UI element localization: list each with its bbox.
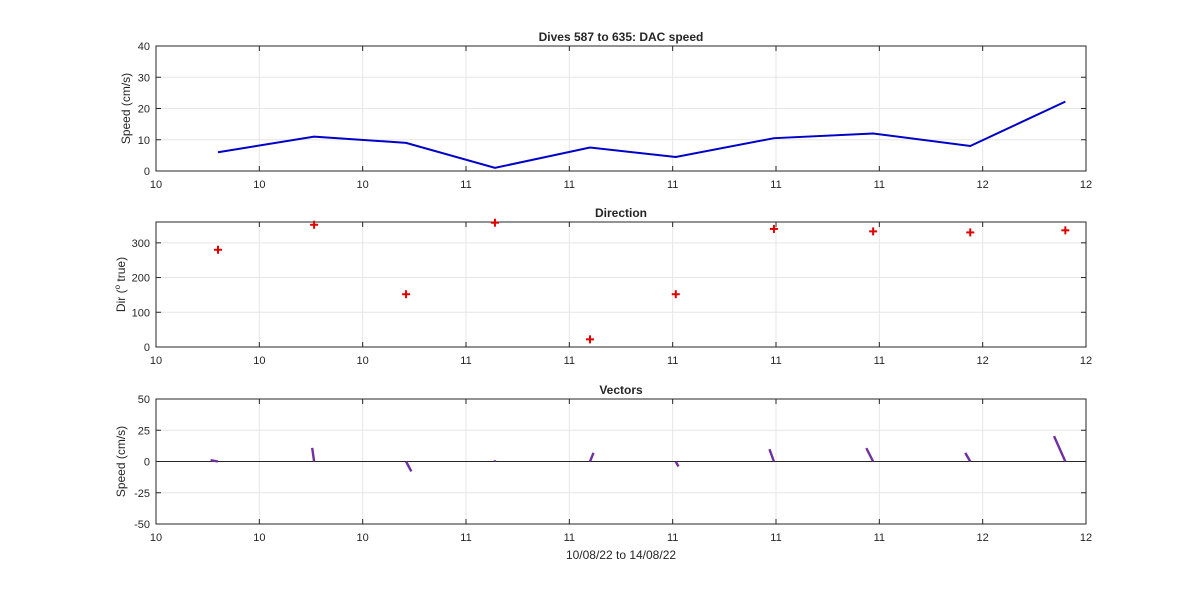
y-tick-label: 10 xyxy=(138,135,150,147)
y-tick-label: 40 xyxy=(138,41,150,53)
chart-title: Direction xyxy=(595,206,647,220)
direction-marker xyxy=(966,228,974,236)
y-tick-label: 30 xyxy=(138,72,150,84)
x-tick-label: 10 xyxy=(357,532,369,544)
y-axis-label-suffix: true) xyxy=(114,257,128,285)
y-tick-label: 20 xyxy=(138,104,150,116)
x-tick-label: 10 xyxy=(253,355,265,367)
x-tick-label: 12 xyxy=(977,355,989,367)
vector-stick xyxy=(866,448,873,461)
x-tick-label: 10 xyxy=(253,532,265,544)
direction-marker xyxy=(869,227,877,235)
axes-box xyxy=(156,222,1086,347)
y-axis-label: Dir (o true) xyxy=(113,257,128,312)
y-axis-label-prefix: Dir ( xyxy=(114,289,128,312)
vector-stick xyxy=(590,453,594,462)
x-tick-label: 11 xyxy=(770,355,781,367)
y-tick-label: 50 xyxy=(138,394,150,406)
x-tick-label: 10 xyxy=(150,532,162,544)
x-tick-label: 10 xyxy=(357,355,369,367)
x-tick-label: 10 xyxy=(150,355,162,367)
panel-direction: 10 10 10 11 11 11 11 11 12 12 0 100 200 300 Direction D… xyxy=(113,206,1092,367)
x-tick-label: 11 xyxy=(770,179,781,191)
x-tick-label: 10 xyxy=(357,179,369,191)
x-tick-label: 11 xyxy=(460,179,471,191)
x-tick-label: 11 xyxy=(564,532,575,544)
chart-title: Dives 587 to 635: DAC speed xyxy=(539,30,704,44)
x-tick-label: 12 xyxy=(1080,179,1092,191)
x-tick-label: 11 xyxy=(460,532,471,544)
y-tick-label: 200 xyxy=(132,273,150,285)
x-tick-label: 11 xyxy=(874,179,885,191)
x-tick-label: 11 xyxy=(874,532,885,544)
y-tick-label: -50 xyxy=(134,519,150,531)
x-tick-label: 11 xyxy=(667,355,678,367)
x-tick-label: 11 xyxy=(564,355,575,367)
direction-marker xyxy=(1061,226,1069,234)
vector-stick xyxy=(676,462,679,467)
y-tick-label: 0 xyxy=(144,166,150,178)
panel-vectors: 10 10 10 11 11 11 11 11 12 12 -50 -25 0 25 50 Vectors Sp… xyxy=(114,383,1092,562)
y-tick-label: 0 xyxy=(144,342,150,354)
y-tick-label: 25 xyxy=(138,425,150,437)
x-tick-label: 11 xyxy=(667,532,678,544)
vector-stick xyxy=(769,449,773,461)
vector-stick xyxy=(406,462,411,472)
y-axis-label: Speed (cm/s) xyxy=(114,426,128,497)
y-axis-label: Speed (cm/s) xyxy=(119,73,133,144)
chart-title: Vectors xyxy=(599,383,643,397)
x-tick-label: 10 xyxy=(150,179,162,191)
x-axis-label: 10/08/22 to 14/08/22 xyxy=(566,548,676,562)
x-tick-label: 11 xyxy=(564,179,575,191)
direction-marker xyxy=(586,335,594,343)
x-tick-label: 12 xyxy=(977,532,989,544)
vector-stick xyxy=(1054,436,1065,461)
y-tick-label: 300 xyxy=(132,238,150,250)
x-tick-label: 11 xyxy=(460,355,471,367)
direction-marker xyxy=(402,290,410,298)
direction-marker xyxy=(770,225,778,233)
x-tick-label: 11 xyxy=(667,179,678,191)
vector-stick xyxy=(965,453,970,462)
vector-stick xyxy=(211,460,218,461)
direction-marker xyxy=(214,246,222,254)
x-tick-label: 12 xyxy=(1080,532,1092,544)
x-tick-label: 12 xyxy=(977,179,989,191)
speed-series-line xyxy=(218,102,1065,168)
x-tick-label: 11 xyxy=(874,355,885,367)
x-tick-label: 12 xyxy=(1080,355,1092,367)
x-tick-label: 11 xyxy=(770,532,781,544)
y-tick-label: 0 xyxy=(144,457,150,469)
vector-stick xyxy=(312,448,314,462)
y-tick-label: -25 xyxy=(134,488,150,500)
direction-marker xyxy=(491,219,499,227)
y-tick-label: 100 xyxy=(132,307,150,319)
x-tick-label: 10 xyxy=(253,179,265,191)
